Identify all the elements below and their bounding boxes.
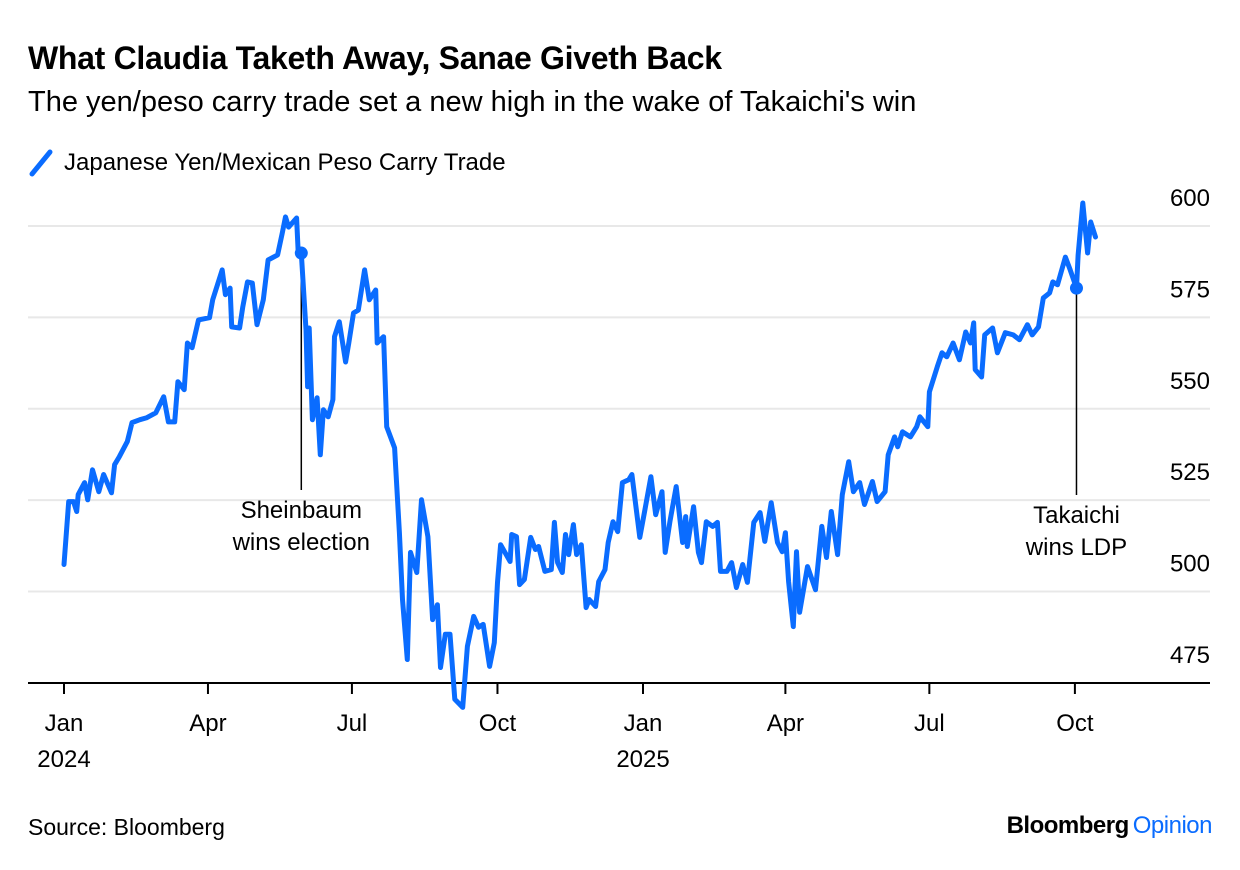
bloomberg-opinion-logo: Bloomberg Opinion xyxy=(1006,812,1213,840)
x-tick-year-label: 2025 xyxy=(616,746,669,773)
source-note: Source: Bloomberg xyxy=(28,814,225,840)
legend-line-icon xyxy=(29,149,53,177)
x-tick-label: Apr xyxy=(189,710,226,737)
x-tick-label: Oct xyxy=(479,710,517,737)
y-tick-label: 475 xyxy=(1170,642,1210,669)
logo-product: Opinion xyxy=(1132,812,1213,839)
legend: Japanese Yen/Mexican Peso Carry Trade xyxy=(28,148,506,178)
y-tick-label: 600 xyxy=(1170,185,1210,212)
x-tick-label: Apr xyxy=(767,710,804,737)
x-tick-label: Jul xyxy=(337,710,368,737)
annotation-label: wins LDP xyxy=(1025,534,1127,561)
y-tick-label: 575 xyxy=(1170,276,1210,303)
chart-title: What Claudia Taketh Away, Sanae Giveth B… xyxy=(28,40,722,76)
annotation-label: Takaichi xyxy=(1033,502,1120,529)
legend-label: Japanese Yen/Mexican Peso Carry Trade xyxy=(64,149,506,176)
logo-brand: Bloomberg xyxy=(1006,812,1130,839)
annotation-marker xyxy=(294,246,308,260)
annotation-marker xyxy=(1069,281,1083,295)
series-line xyxy=(61,200,1098,710)
x-tick-label: Jan xyxy=(624,710,663,737)
annotation-label: wins election xyxy=(232,529,370,556)
y-tick-label: 550 xyxy=(1170,368,1210,395)
y-tick-label: 500 xyxy=(1170,551,1210,578)
y-tick-label: 525 xyxy=(1170,459,1210,486)
x-tick-year-label: 2024 xyxy=(37,746,90,773)
chart-subtitle: The yen/peso carry trade set a new high … xyxy=(28,86,917,118)
x-tick-label: Oct xyxy=(1056,710,1094,737)
x-tick-label: Jul xyxy=(914,710,945,737)
x-tick-label: Jan xyxy=(45,710,84,737)
annotation-label: Sheinbaum xyxy=(241,497,362,524)
